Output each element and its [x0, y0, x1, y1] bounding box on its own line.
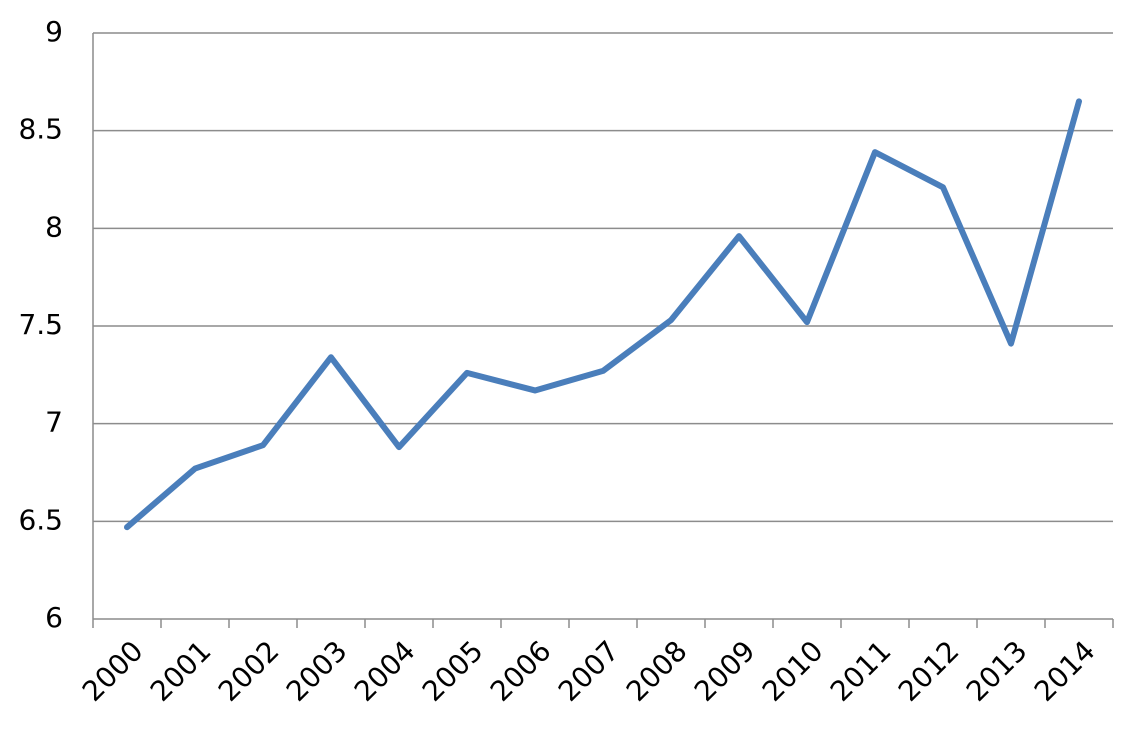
x-tick-label: 2008 [620, 634, 694, 708]
x-tick-label: 2007 [552, 634, 626, 708]
x-tick-label: 2000 [76, 634, 150, 708]
y-tick-label: 7.5 [18, 308, 63, 341]
x-tick-label: 2001 [144, 634, 218, 708]
x-tick-label: 2004 [348, 634, 422, 708]
y-tick-label: 7 [45, 406, 63, 439]
y-tick-label: 8.5 [18, 113, 63, 146]
x-tick-label: 2009 [688, 634, 762, 708]
y-tick-label: 8 [45, 210, 63, 243]
x-tick-label: 2012 [892, 634, 966, 708]
x-tick-label: 2010 [756, 634, 830, 708]
x-tick-label: 2002 [212, 634, 286, 708]
x-tick-label: 2006 [484, 634, 558, 708]
x-tick-label: 2013 [960, 634, 1034, 708]
y-tick-label: 9 [45, 15, 63, 48]
y-tick-label: 6 [45, 601, 63, 634]
x-tick-label: 2005 [416, 634, 490, 708]
y-tick-label: 6.5 [18, 503, 63, 536]
x-tick-label: 2011 [824, 634, 898, 708]
x-tick-label: 2014 [1028, 634, 1102, 708]
x-tick-label: 2003 [280, 634, 354, 708]
data-line [124, 98, 1082, 531]
